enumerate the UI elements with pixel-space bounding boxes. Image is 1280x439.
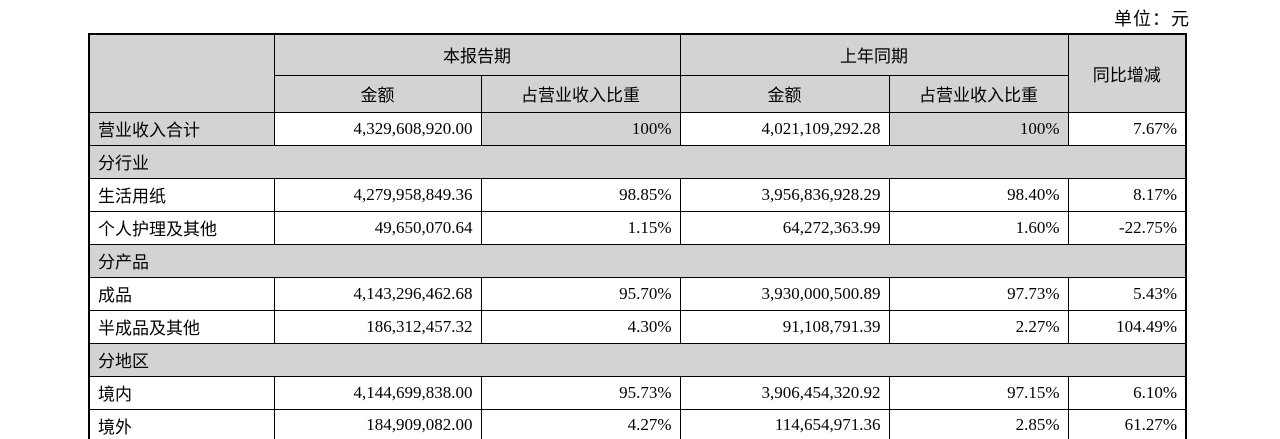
corner-blank-cell	[88, 33, 275, 113]
current-amount-cell: 4,279,958,849.36	[273, 177, 482, 212]
prior-share-cell: 98.40%	[888, 177, 1069, 212]
current-share-cell: 95.70%	[480, 276, 681, 311]
current-amount-cell: 4,143,296,462.68	[273, 276, 482, 311]
row-label: 营业收入合计	[88, 111, 275, 146]
table-row-semi-finished: 半成品及其他 186,312,457.32 4.30% 91,108,791.3…	[88, 309, 1187, 344]
row-label: 个人护理及其他	[88, 210, 275, 245]
current-amount-header: 金额	[273, 74, 482, 113]
prior-amount-cell: 91,108,791.39	[679, 309, 890, 344]
table-row-overseas: 境外 184,909,082.00 4.27% 114,654,971.36 2…	[88, 408, 1187, 439]
current-amount-cell: 186,312,457.32	[273, 309, 482, 344]
yoy-change-cell: 5.43%	[1067, 276, 1187, 311]
row-label: 境内	[88, 375, 275, 410]
yoy-change-header: 同比增减	[1067, 33, 1187, 113]
table-row-total-revenue: 营业收入合计 4,329,608,920.00 100% 4,021,109,2…	[88, 111, 1187, 146]
table-row-personal-care: 个人护理及其他 49,650,070.64 1.15% 64,272,363.9…	[88, 210, 1187, 245]
row-label: 生活用纸	[88, 177, 275, 212]
prior-share-cell: 97.15%	[888, 375, 1069, 410]
yoy-change-cell: 61.27%	[1067, 408, 1187, 439]
current-share-header: 占营业收入比重	[480, 74, 681, 113]
prior-share-cell: 2.27%	[888, 309, 1069, 344]
yoy-change-cell: 7.67%	[1067, 111, 1187, 146]
prior-amount-header: 金额	[679, 74, 890, 113]
current-share-cell: 98.85%	[480, 177, 681, 212]
current-amount-cell: 4,144,699,838.00	[273, 375, 482, 410]
row-label: 境外	[88, 408, 275, 439]
section-row-by-product: 分产品	[88, 243, 1187, 278]
current-share-cell: 4.30%	[480, 309, 681, 344]
prior-period-header: 上年同期	[679, 33, 1069, 76]
section-row-by-region: 分地区	[88, 342, 1187, 377]
prior-share-header: 占营业收入比重	[888, 74, 1069, 113]
current-amount-cell: 184,909,082.00	[273, 408, 482, 439]
yoy-change-cell: 104.49%	[1067, 309, 1187, 344]
row-label: 成品	[88, 276, 275, 311]
section-label: 分产品	[88, 243, 1187, 278]
prior-share-cell: 1.60%	[888, 210, 1069, 245]
current-share-cell: 1.15%	[480, 210, 681, 245]
section-row-by-industry: 分行业	[88, 144, 1187, 179]
current-amount-cell: 49,650,070.64	[273, 210, 482, 245]
current-period-header: 本报告期	[273, 33, 681, 76]
prior-share-cell: 2.85%	[888, 408, 1069, 439]
table-row-finished-goods: 成品 4,143,296,462.68 95.70% 3,930,000,500…	[88, 276, 1187, 311]
prior-amount-cell: 64,272,363.99	[679, 210, 890, 245]
table-row-domestic: 境内 4,144,699,838.00 95.73% 3,906,454,320…	[88, 375, 1187, 410]
prior-amount-cell: 114,654,971.36	[679, 408, 890, 439]
yoy-change-cell: -22.75%	[1067, 210, 1187, 245]
prior-amount-cell: 4,021,109,292.28	[679, 111, 890, 146]
yoy-change-cell: 6.10%	[1067, 375, 1187, 410]
revenue-breakdown-table: 本报告期 上年同期 同比增减 金额 占营业收入比重 金额 占营业收入比重 营业收…	[88, 33, 1187, 439]
current-share-cell: 95.73%	[480, 375, 681, 410]
header-row-measures: 金额 占营业收入比重 金额 占营业收入比重	[89, 74, 1186, 113]
current-share-cell: 4.27%	[480, 408, 681, 439]
prior-amount-cell: 3,906,454,320.92	[679, 375, 890, 410]
yoy-change-cell: 8.17%	[1067, 177, 1187, 212]
section-label: 分行业	[88, 144, 1187, 179]
prior-amount-cell: 3,930,000,500.89	[679, 276, 890, 311]
prior-share-cell: 100%	[888, 111, 1069, 146]
current-share-cell: 100%	[480, 111, 681, 146]
unit-label: 单位：元	[1114, 9, 1190, 29]
current-amount-cell: 4,329,608,920.00	[273, 111, 482, 146]
table-row-household-paper: 生活用纸 4,279,958,849.36 98.85% 3,956,836,9…	[88, 177, 1187, 212]
prior-share-cell: 97.73%	[888, 276, 1069, 311]
header-row-periods: 本报告期 上年同期 同比增减	[88, 33, 1187, 113]
prior-amount-cell: 3,956,836,928.29	[679, 177, 890, 212]
row-label: 半成品及其他	[88, 309, 275, 344]
section-label: 分地区	[88, 342, 1187, 377]
